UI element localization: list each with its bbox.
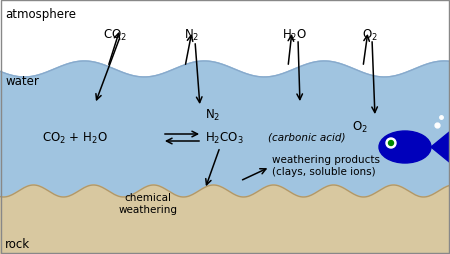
- Text: weathering products
(clays, soluble ions): weathering products (clays, soluble ions…: [272, 154, 380, 176]
- Text: CO$_2$ + H$_2$O: CO$_2$ + H$_2$O: [42, 130, 108, 145]
- Text: atmosphere: atmosphere: [5, 8, 76, 21]
- Text: H$_2$O: H$_2$O: [283, 28, 308, 43]
- Polygon shape: [431, 130, 450, 165]
- Text: N$_2$: N$_2$: [205, 108, 220, 123]
- Circle shape: [386, 138, 396, 148]
- Text: (carbonic acid): (carbonic acid): [268, 133, 346, 142]
- Ellipse shape: [379, 132, 431, 163]
- Text: chemical
weathering: chemical weathering: [118, 192, 177, 214]
- Text: O$_2$: O$_2$: [352, 120, 368, 135]
- Text: CO$_2$: CO$_2$: [103, 28, 127, 43]
- Text: N$_2$: N$_2$: [184, 28, 200, 43]
- Text: water: water: [5, 75, 39, 88]
- Text: H$_2$CO$_3$: H$_2$CO$_3$: [205, 130, 243, 145]
- Text: O$_2$: O$_2$: [362, 28, 378, 43]
- Text: rock: rock: [5, 237, 30, 250]
- Circle shape: [388, 141, 393, 146]
